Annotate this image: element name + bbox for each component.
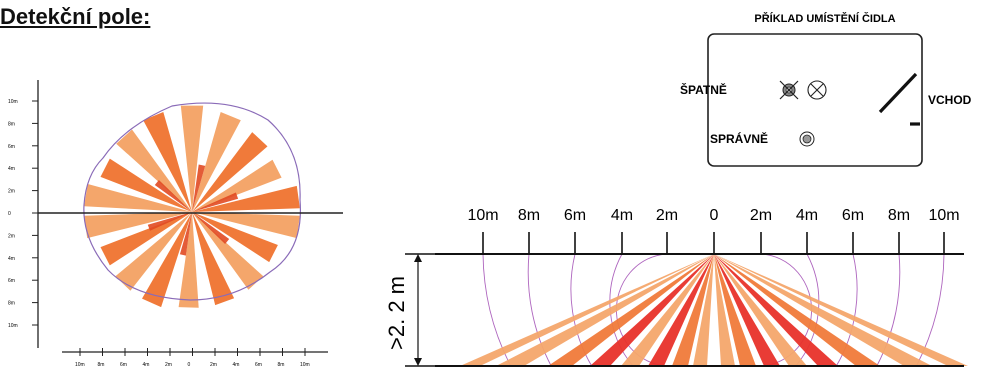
y-tick-label: 0: [8, 211, 11, 217]
detection-beam: [192, 212, 300, 239]
side-beam: [714, 254, 780, 366]
side-beam-group: [460, 254, 968, 366]
detection-beam: [116, 129, 192, 212]
detection-beam: [192, 132, 268, 212]
sensor-crossed-icon: [779, 80, 799, 100]
side-beam: [693, 254, 714, 366]
detection-beam: [192, 192, 239, 212]
side-beam: [714, 254, 735, 366]
y-tick-label: 2m: [8, 189, 15, 195]
x-tick-label: 6m: [255, 362, 262, 368]
detection-beam: [192, 212, 230, 244]
correct-label: SPRÁVNĚ: [710, 131, 768, 146]
detection-beam: [192, 212, 235, 306]
door-leaf: [878, 72, 918, 114]
distance-label: 6m: [842, 207, 864, 224]
detection-beam: [192, 212, 278, 263]
detection-beam-group: [84, 105, 300, 308]
x-tick-label: 10m: [75, 362, 85, 368]
detection-beam: [192, 159, 282, 212]
side-beam: [714, 254, 807, 366]
side-beam: [672, 254, 714, 366]
x-tick-label: 4m: [143, 362, 150, 368]
detection-beam: [100, 212, 192, 266]
sensor-ok-icon: [799, 131, 815, 147]
detection-beam: [84, 212, 192, 239]
x-tick-label: 10m: [300, 362, 310, 368]
placement-title: PŘÍKLAD UMÍSTĚNÍ ČIDLA: [754, 12, 895, 25]
side-beam: [648, 254, 714, 366]
detection-beam: [192, 164, 206, 212]
side-beam: [548, 254, 714, 366]
detection-beam: [100, 158, 192, 212]
sensor-crossed-icon: [807, 80, 827, 100]
y-tick-label: 8m: [8, 121, 15, 127]
x-tick-label: 2m: [165, 362, 172, 368]
page-title: Detekční pole:: [0, 4, 151, 29]
x-tick-label: 8m: [278, 362, 285, 368]
y-tick-label: 6m: [8, 144, 15, 150]
detection-beam: [192, 212, 264, 290]
placement-example-panel: PŘÍKLAD UMÍSTĚNÍ ČIDLA ŠPATNĚ VCHOD SPRÁ…: [680, 12, 972, 167]
y-tick-label: 10m: [8, 323, 18, 329]
range-arc: [876, 253, 901, 367]
range-arc: [482, 253, 512, 367]
range-arc: [527, 253, 552, 367]
side-beam: [496, 254, 714, 366]
detection-beam: [192, 112, 241, 212]
detection-outline: [83, 102, 302, 301]
detection-beam: [179, 212, 192, 256]
detection-beam: [192, 185, 300, 212]
side-beam: [714, 254, 880, 366]
side-beam: [714, 254, 838, 366]
side-beam: [460, 254, 714, 366]
distance-label: 0: [710, 207, 719, 224]
distance-label: 4m: [796, 207, 818, 224]
side-beam: [714, 254, 968, 366]
detection-beam: [142, 212, 192, 308]
distance-label: 8m: [888, 207, 910, 224]
height-label: >2. 2 m: [384, 276, 409, 350]
detection-beam: [180, 105, 204, 212]
x-tick-label: 4m: [233, 362, 240, 368]
x-tick-label: 8m: [98, 362, 105, 368]
detection-beam: [178, 212, 199, 308]
height-dimension: [405, 253, 435, 367]
detection-beam: [147, 212, 192, 231]
y-tick-label: 2m: [8, 233, 15, 239]
x-tick-label: 0: [188, 362, 191, 368]
detection-beam: [84, 184, 192, 212]
distance-label: 2m: [750, 207, 772, 224]
top-view-detection-diagram: 10m 8m 6m 4m 2m 0 2m 4m 6m 8m 10m 10m 8m 6m 4m 2m 0 2m 4m…: [8, 80, 343, 368]
entrance-label: VCHOD: [928, 93, 972, 107]
distance-label: 4m: [611, 207, 633, 224]
range-arc: [755, 253, 813, 367]
side-beam: [714, 254, 756, 366]
y-tick-label: 4m: [8, 166, 15, 172]
y-tick-label: 10m: [8, 99, 18, 105]
x-tick-label: 2m: [210, 362, 217, 368]
detection-beam: [115, 212, 192, 291]
y-tick-label: 8m: [8, 301, 15, 307]
y-tick-label: 6m: [8, 278, 15, 284]
range-arc: [915, 253, 945, 367]
detection-beam: [143, 112, 192, 212]
distance-label: 10m: [467, 207, 498, 224]
room-outline: [707, 33, 923, 167]
side-beam: [590, 254, 714, 366]
distance-label: 2m: [656, 207, 678, 224]
side-beam: [714, 254, 932, 366]
detection-beam: [154, 180, 192, 212]
distance-label: 8m: [518, 207, 540, 224]
x-tick-label: 6m: [120, 362, 127, 368]
side-beam: [621, 254, 714, 366]
wrong-label: ŠPATNĚ: [680, 82, 727, 97]
range-arc: [615, 253, 673, 367]
distance-label: 10m: [928, 207, 959, 224]
y-tick-label: 4m: [8, 256, 15, 262]
distance-label: 6m: [564, 207, 586, 224]
